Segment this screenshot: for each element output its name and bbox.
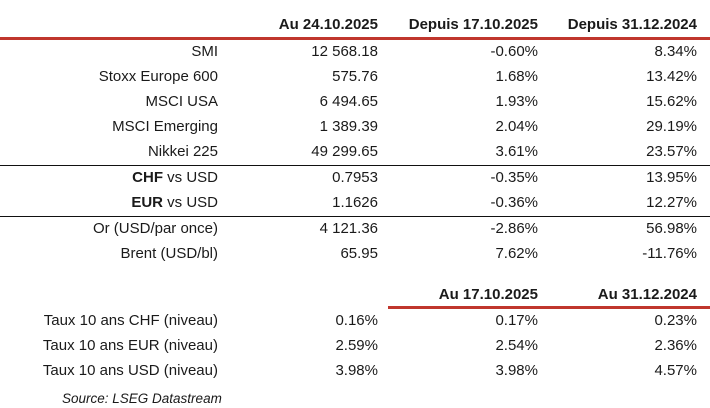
table-row: Taux 10 ans EUR (niveau) 2.59% 2.54% 2.3… [0, 334, 710, 359]
table-header-row: Au 24.10.2025 Depuis 17.10.2025 Depuis 3… [0, 6, 710, 40]
value-since-yearend: 13.95% [548, 165, 710, 191]
row-label: Nikkei 225 [147, 143, 218, 161]
row-label: Taux 10 ans USD (niveau) [42, 362, 218, 380]
row-label: Taux 10 ans CHF (niveau) [43, 311, 218, 329]
header-current-date: Au 24.10.2025 [228, 6, 388, 40]
value-yearend: 2.36% [654, 337, 697, 355]
value-since-yearend: 23.57% [646, 143, 697, 161]
table-row: Stoxx Europe 600 575.76 1.68% 13.42% [0, 65, 710, 90]
value-since-yearend: 56.98% [548, 216, 710, 242]
value-current: 3.98% [335, 362, 378, 380]
row-label: Or (USD/par once) [0, 216, 228, 242]
value-current: 575.76 [332, 68, 378, 86]
table-row: SMI 12 568.18 -0.60% 8.34% [0, 39, 710, 66]
row-label: CHF vs USD [0, 165, 228, 191]
value-since-week: 7.62% [495, 245, 538, 263]
value-since-yearend: 29.19% [646, 118, 697, 136]
value-current: 2.59% [335, 337, 378, 355]
header-since-yearend: Depuis 31.12.2024 [548, 6, 710, 40]
value-prev-week: 3.98% [495, 362, 538, 380]
table-row: Taux 10 ans CHF (niveau) 0.16% 0.17% 0.2… [0, 308, 710, 335]
value-since-week: -0.35% [388, 165, 548, 191]
value-current: 6 494.65 [319, 93, 378, 111]
value-yearend: 4.57% [654, 362, 697, 380]
value-current: 0.7953 [228, 165, 388, 191]
value-current: 1.1626 [332, 194, 378, 212]
value-since-yearend: 12.27% [646, 194, 697, 212]
table-row: Nikkei 225 49 299.65 3.61% 23.57% [0, 140, 710, 166]
value-since-week: -0.36% [490, 194, 538, 212]
value-since-week: 2.04% [495, 118, 538, 136]
value-current: 0.16% [335, 311, 378, 329]
value-since-week: -0.60% [490, 43, 538, 61]
header-blank-cell [0, 280, 228, 308]
header-yearend-date: Au 31.12.2024 [548, 280, 710, 309]
table-row: MSCI Emerging 1 389.39 2.04% 29.19% [0, 115, 710, 140]
header-blank-cell [228, 280, 388, 308]
table-row: Brent (USD/bl) 65.95 7.62% -11.76% [0, 242, 710, 267]
rates-header-row: Au 17.10.2025 Au 31.12.2024 [0, 280, 710, 309]
row-label: Brent (USD/bl) [120, 245, 218, 263]
value-since-week: 1.93% [495, 93, 538, 111]
row-label: EUR vs USD [131, 194, 218, 212]
source-note: Source: LSEG Datastream [62, 391, 222, 406]
table-row: MSCI USA 6 494.65 1.93% 15.62% [0, 90, 710, 115]
value-yearend: 0.23% [654, 312, 697, 330]
table-row: CHF vs USD 0.7953 -0.35% 13.95% [0, 165, 710, 191]
table-row: Or (USD/par once) 4 121.36 -2.86% 56.98% [0, 216, 710, 242]
value-prev-week: 0.17% [495, 312, 538, 330]
row-label: SMI [191, 43, 218, 61]
header-since-week: Depuis 17.10.2025 [388, 6, 548, 40]
value-prev-week: 2.54% [495, 337, 538, 355]
value-current: 1 389.39 [319, 118, 378, 136]
table-row: EUR vs USD 1.1626 -0.36% 12.27% [0, 191, 710, 217]
header-prev-week-date: Au 17.10.2025 [388, 280, 548, 309]
value-since-week: -2.86% [388, 216, 548, 242]
value-since-yearend: -11.76% [642, 245, 697, 263]
value-since-yearend: 8.34% [654, 43, 697, 61]
value-current: 65.95 [340, 245, 378, 263]
row-label: MSCI USA [145, 93, 218, 111]
value-since-yearend: 15.62% [646, 93, 697, 111]
value-current: 12 568.18 [311, 43, 378, 61]
spacer-row [0, 267, 710, 280]
value-current: 4 121.36 [228, 216, 388, 242]
row-label: Stoxx Europe 600 [98, 68, 218, 86]
table-row: Taux 10 ans USD (niveau) 3.98% 3.98% 4.5… [0, 359, 710, 384]
row-label: Taux 10 ans EUR (niveau) [42, 337, 218, 355]
row-label: MSCI Emerging [112, 118, 218, 136]
value-since-week: 1.68% [495, 68, 538, 86]
value-since-week: 3.61% [495, 143, 538, 161]
markets-table: Au 24.10.2025 Depuis 17.10.2025 Depuis 3… [0, 6, 710, 384]
value-since-yearend: 13.42% [646, 68, 697, 86]
header-blank-cell [0, 6, 228, 40]
value-current: 49 299.65 [311, 143, 378, 161]
